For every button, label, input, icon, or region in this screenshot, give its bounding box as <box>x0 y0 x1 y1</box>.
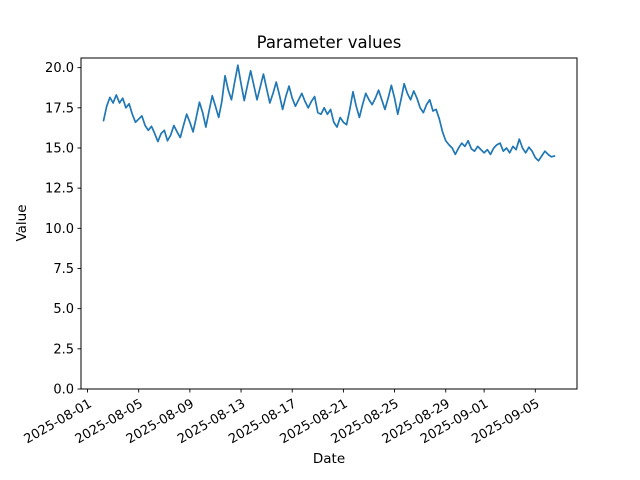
x-axis-label: Date <box>312 451 346 467</box>
y-tick-label: 10.0 <box>45 222 74 237</box>
y-tick-label: 7.5 <box>53 262 74 277</box>
y-tick-label: 15.0 <box>45 141 74 156</box>
y-axis-label: Value <box>14 204 30 242</box>
y-tick-label: 12.5 <box>45 182 74 197</box>
y-tick-label: 5.0 <box>53 302 74 317</box>
axes-spines <box>80 57 578 390</box>
y-tick-label: 17.5 <box>45 101 74 116</box>
y-tick-label: 0.0 <box>53 383 74 398</box>
y-tick-label: 2.5 <box>53 342 74 357</box>
y-tick-label: 20.0 <box>45 61 74 76</box>
line-series-parameter-values <box>102 64 556 162</box>
chart-title: Parameter values <box>256 33 402 52</box>
